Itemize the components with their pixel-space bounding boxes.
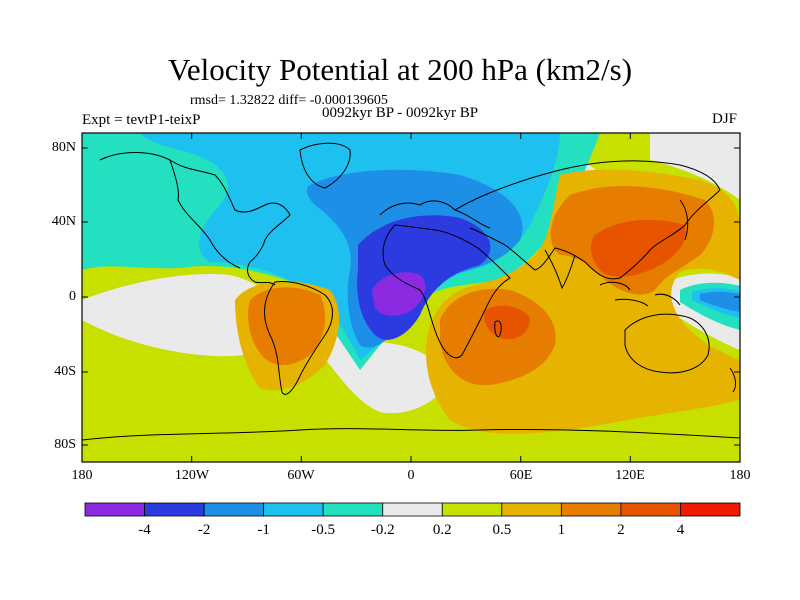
colorbar-box: [382, 502, 443, 517]
colorbar-label: 4: [676, 522, 685, 538]
colorbar-label: 0.2: [432, 522, 452, 538]
lon-label-120e: 120E: [615, 468, 645, 483]
lon-label-60w: 60W: [287, 468, 315, 483]
lat-label-40s: 40S: [54, 364, 76, 379]
colorbar-box: [620, 502, 681, 517]
colorbar-box: [322, 502, 384, 517]
lon-label-180e: 180: [729, 468, 751, 483]
colorbar-box: [84, 502, 145, 517]
colorbar-box: [203, 502, 265, 517]
colorbar-box: [263, 502, 324, 517]
colorbar-label: 0.5: [492, 522, 512, 538]
colorbar-label: -4: [138, 522, 151, 538]
colorbar-box: [441, 502, 503, 517]
colorbar-label: -2: [197, 522, 211, 538]
colorbar: [84, 502, 741, 517]
colorbar-box: [680, 502, 741, 517]
colorbar-label: -1: [257, 522, 270, 538]
coastlines: [82, 142, 740, 441]
colorbar-label: 2: [617, 522, 625, 538]
lon-label-0: 0: [407, 468, 415, 483]
colorbar-box: [501, 502, 562, 517]
contour-fill: [82, 133, 740, 462]
lon-label-120w: 120W: [174, 468, 210, 483]
colorbar-label: 1: [557, 522, 566, 538]
lat-label-0: 0: [69, 289, 76, 304]
experiment-label: Expt = tevtP1-teixP: [82, 112, 201, 128]
lon-label-60e: 60E: [509, 468, 533, 483]
season-label: DJF: [712, 111, 738, 127]
colorbar-box: [560, 502, 622, 517]
colorbar-label: -0.2: [370, 522, 395, 538]
plot-title: Velocity Potential at 200 hPa (km2/s): [167, 52, 633, 87]
lat-ticks: [82, 147, 740, 446]
lon-label-180w: 180: [71, 468, 93, 483]
lat-label-40n: 40N: [51, 214, 76, 229]
lat-label-80n: 80N: [51, 140, 76, 155]
colorbar-label: -0.5: [311, 522, 336, 538]
lat-label-80s: 80S: [54, 437, 76, 452]
stats-line: rmsd= 1.32822 diff= -0.000139605: [190, 93, 388, 108]
colorbar-box: [144, 502, 205, 517]
lon-ticks: [81, 133, 741, 462]
period-label: 0092kyr BP - 0092kyr BP: [322, 105, 479, 121]
